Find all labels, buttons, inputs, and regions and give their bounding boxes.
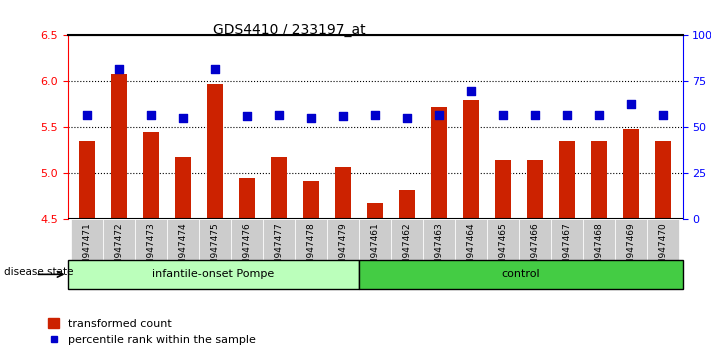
Bar [79,141,95,219]
Text: GSM947473: GSM947473 [146,223,155,278]
Bar [207,84,223,219]
Point [145,112,156,118]
Text: GSM947462: GSM947462 [402,223,412,278]
Bar [560,141,575,219]
Text: GDS4410 / 233197_at: GDS4410 / 233197_at [213,23,366,37]
Text: GSM947470: GSM947470 [659,223,668,278]
Bar [583,219,615,260]
Point [113,66,124,72]
Text: GSM947478: GSM947478 [306,223,316,278]
Bar [231,219,263,260]
Point [626,101,637,106]
Bar [239,178,255,219]
Text: GSM947471: GSM947471 [82,223,91,278]
Text: GSM947467: GSM947467 [562,223,572,278]
Bar [431,107,447,219]
Point [337,114,348,119]
Bar [495,160,511,219]
Point [402,115,413,121]
Point [434,112,445,118]
Bar [167,219,199,260]
Point [273,112,284,118]
Text: GSM947474: GSM947474 [178,223,188,278]
Bar [135,219,167,260]
Point [209,66,220,72]
Text: GSM947469: GSM947469 [627,223,636,278]
Bar [647,219,679,260]
Bar [624,129,639,219]
Bar [175,157,191,219]
Point [370,112,381,118]
Bar [551,219,583,260]
Point [81,112,92,118]
Point [594,112,605,118]
Bar [487,219,519,260]
Bar [423,219,455,260]
Bar [463,100,479,219]
Text: GSM947463: GSM947463 [434,223,444,278]
Bar [527,160,543,219]
Point [241,114,252,119]
Bar [519,219,551,260]
Bar [455,219,487,260]
Bar [367,203,383,219]
Bar [615,219,647,260]
Bar [68,260,359,289]
Bar [399,190,415,219]
Point [530,112,541,118]
Bar [303,181,319,219]
Bar [327,219,359,260]
Text: GSM947461: GSM947461 [370,223,380,278]
Text: GSM947477: GSM947477 [274,223,284,278]
Text: GSM947468: GSM947468 [595,223,604,278]
Bar [111,74,127,219]
Point [658,112,669,118]
Bar [656,141,671,219]
Text: infantile-onset Pompe: infantile-onset Pompe [152,269,274,279]
Bar [143,132,159,219]
Point [466,88,477,93]
Bar [295,219,327,260]
Text: control: control [501,269,540,279]
Text: disease state: disease state [4,267,73,277]
Bar [199,219,231,260]
Bar [359,219,391,260]
Point [562,112,573,118]
Bar [335,167,351,219]
Legend: transformed count, percentile rank within the sample: transformed count, percentile rank withi… [48,319,256,345]
Bar [359,260,683,289]
Bar [592,141,607,219]
Text: GSM947476: GSM947476 [242,223,252,278]
Text: GSM947475: GSM947475 [210,223,220,278]
Text: GSM947465: GSM947465 [498,223,508,278]
Text: GSM947479: GSM947479 [338,223,348,278]
Bar [71,219,103,260]
Text: GSM947464: GSM947464 [466,223,476,278]
Text: GSM947472: GSM947472 [114,223,123,278]
Point [305,115,316,121]
Point [498,112,509,118]
Text: GSM947466: GSM947466 [530,223,540,278]
Bar [263,219,295,260]
Bar [103,219,135,260]
Point [177,115,188,121]
Bar [391,219,423,260]
Bar [271,157,287,219]
